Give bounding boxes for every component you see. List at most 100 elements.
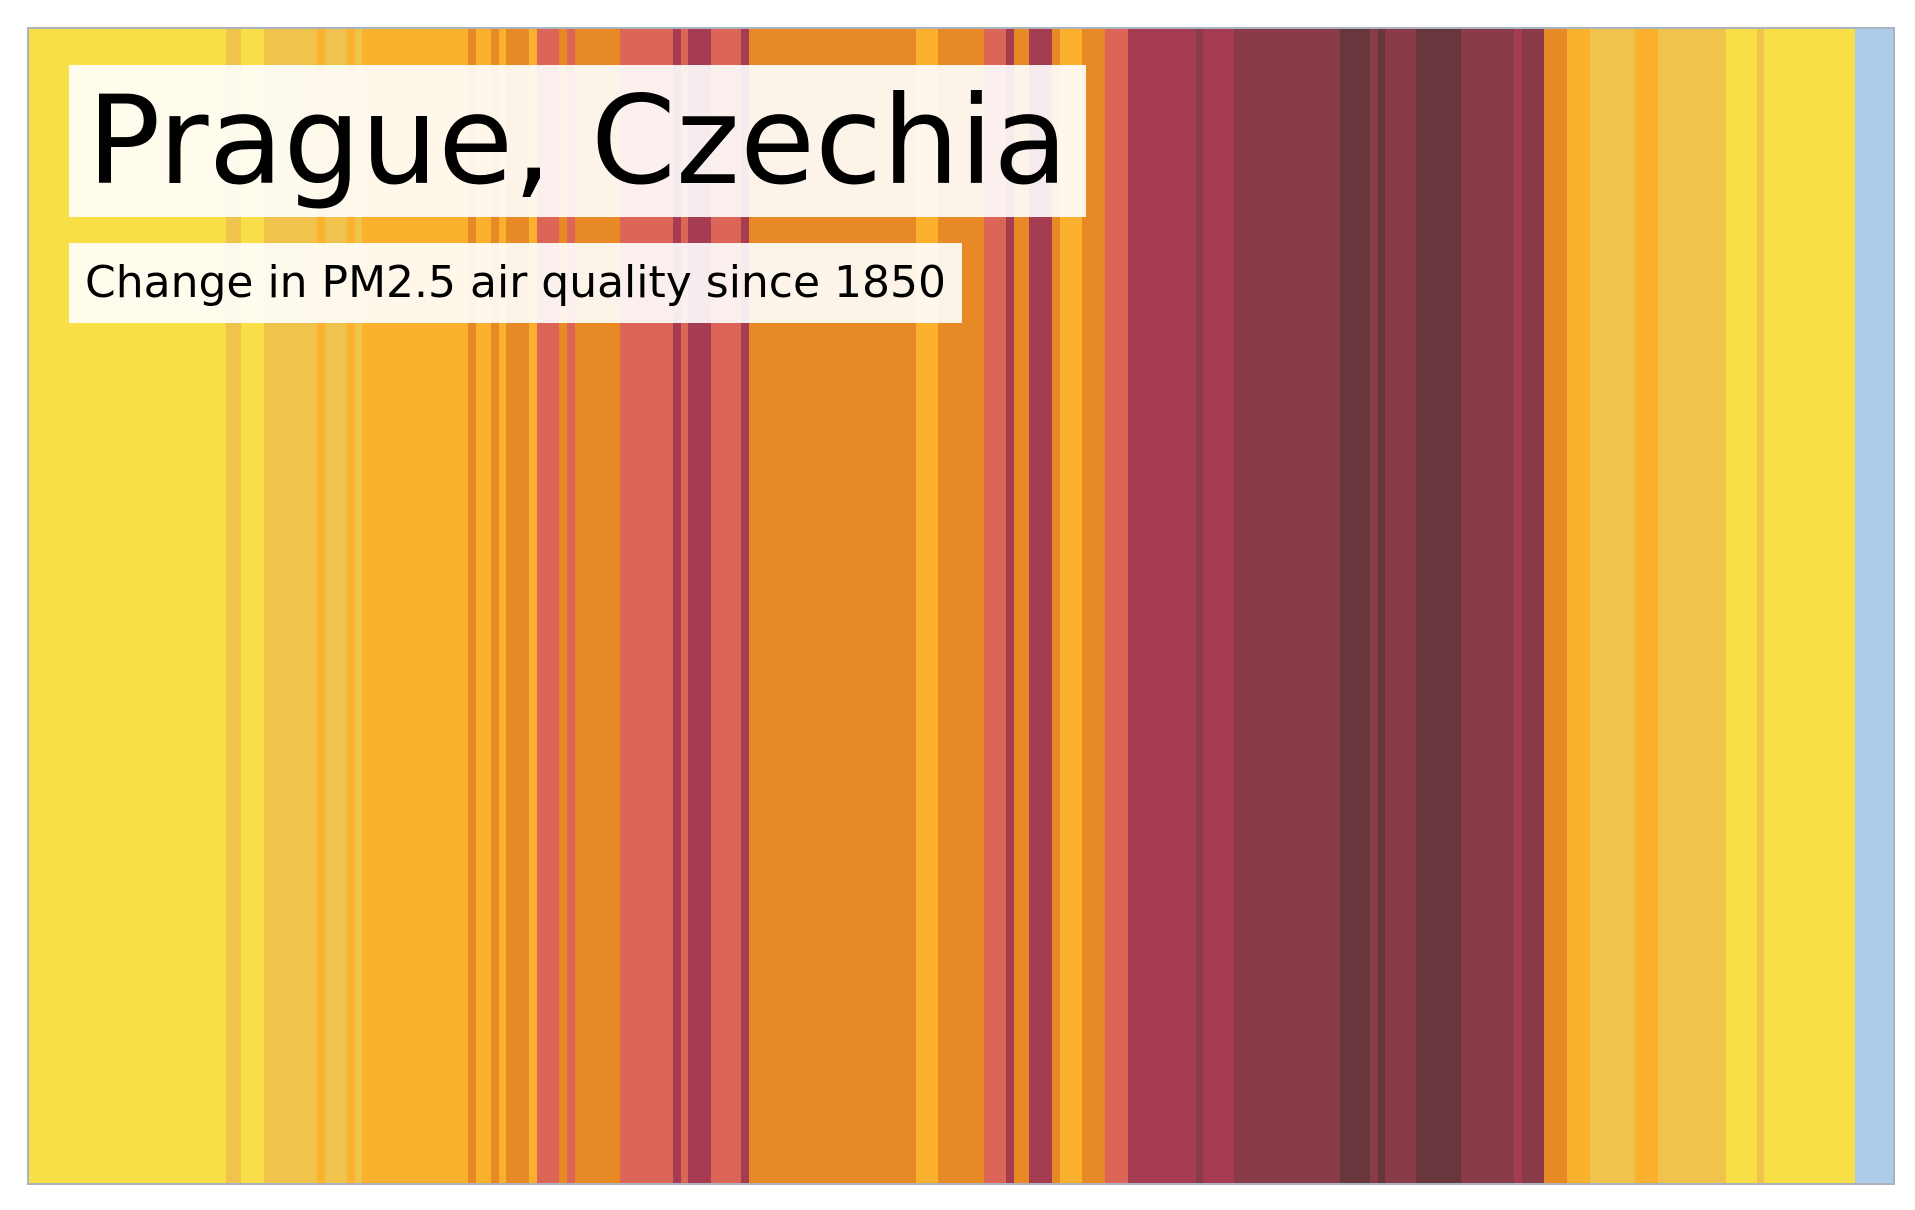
stripe-1981	[1022, 29, 1030, 1183]
stripe-1893	[355, 29, 363, 1183]
stripe-2014	[1272, 29, 1280, 1183]
stripe-1936	[681, 29, 689, 1183]
stripe-2038	[1454, 29, 1462, 1183]
stripe-2081	[1779, 29, 1788, 1183]
stripe-1916	[529, 29, 538, 1183]
stripe-2018	[1302, 29, 1311, 1183]
stripe-2000	[1166, 29, 1174, 1183]
stripe-1986	[1060, 29, 1068, 1183]
stripe-1869	[173, 29, 182, 1183]
stripe-1882	[271, 29, 280, 1183]
stripe-1964	[893, 29, 901, 1183]
stripe-2012	[1257, 29, 1265, 1183]
stripe-2095	[1885, 29, 1893, 1183]
stripe-1909	[476, 29, 485, 1183]
stripe-1955	[825, 29, 833, 1183]
stripe-1883	[279, 29, 288, 1183]
stripe-1897	[385, 29, 394, 1183]
stripe-2040	[1469, 29, 1477, 1183]
stripe-2051	[1552, 29, 1561, 1183]
stripe-2026	[1363, 29, 1371, 1183]
stripe-1982	[1029, 29, 1038, 1183]
stripe-1862	[120, 29, 129, 1183]
stripe-2016	[1287, 29, 1295, 1183]
stripe-1954	[817, 29, 826, 1183]
stripe-1957	[840, 29, 848, 1183]
stripe-2084	[1802, 29, 1811, 1183]
stripe-1881	[264, 29, 272, 1183]
stripe-1933	[658, 29, 666, 1183]
stripe-1890	[332, 29, 341, 1183]
stripe-1994	[1120, 29, 1129, 1183]
stripe-1871	[188, 29, 197, 1183]
stripe-2048	[1529, 29, 1538, 1183]
stripe-2001	[1173, 29, 1182, 1183]
stripe-2043	[1491, 29, 1500, 1183]
stripe-1968	[923, 29, 932, 1183]
stripe-1912	[499, 29, 507, 1183]
stripe-1925	[597, 29, 606, 1183]
stripe-1911	[491, 29, 500, 1183]
stripe-1973	[961, 29, 970, 1183]
stripe-2062	[1635, 29, 1644, 1183]
stripe-2009	[1234, 29, 1242, 1183]
stripe-2075	[1734, 29, 1742, 1183]
stripe-1990	[1090, 29, 1098, 1183]
stripe-2072	[1711, 29, 1720, 1183]
stripe-1898	[393, 29, 401, 1183]
chart-title: Prague, Czechia	[69, 65, 1087, 217]
stripe-1929	[628, 29, 636, 1183]
stripe-1991	[1097, 29, 1106, 1183]
stripe-2042	[1484, 29, 1492, 1183]
stripe-2074	[1726, 29, 1735, 1183]
stripe-2019	[1310, 29, 1318, 1183]
stripe-2028	[1378, 29, 1386, 1183]
stripe-1887	[309, 29, 318, 1183]
stripe-1996	[1135, 29, 1144, 1183]
stripe-1868	[165, 29, 174, 1183]
stripe-1993	[1113, 29, 1121, 1183]
stripe-2055	[1582, 29, 1591, 1183]
stripe-1939	[703, 29, 712, 1183]
stripe-1900	[408, 29, 416, 1183]
stripe-1969	[931, 29, 939, 1183]
stripe-1886	[302, 29, 310, 1183]
stripe-2080	[1772, 29, 1780, 1183]
stripe-2030	[1393, 29, 1401, 1183]
stripe-1863	[128, 29, 136, 1183]
stripe-1962	[878, 29, 886, 1183]
stripe-1919	[552, 29, 560, 1183]
stripe-1928	[620, 29, 629, 1183]
stripe-1946	[756, 29, 765, 1183]
stripe-2079	[1764, 29, 1773, 1183]
stripe-1949	[779, 29, 788, 1183]
stripe-1998	[1150, 29, 1159, 1183]
stripe-2063	[1643, 29, 1652, 1183]
stripe-1975	[976, 29, 985, 1183]
stripe-1989	[1082, 29, 1091, 1183]
stripe-2076	[1741, 29, 1750, 1183]
stripe-1972	[953, 29, 962, 1183]
stripe-1978	[999, 29, 1007, 1183]
stripe-2057	[1597, 29, 1606, 1183]
stripe-2069	[1688, 29, 1697, 1183]
stripe-1943	[734, 29, 742, 1183]
stripe-1885	[294, 29, 303, 1183]
stripe-1979	[1006, 29, 1015, 1183]
stripe-2090	[1848, 29, 1856, 1183]
stripe-2089	[1840, 29, 1849, 1183]
stripe-1861	[112, 29, 121, 1183]
stripe-1971	[946, 29, 954, 1183]
stripe-2006	[1211, 29, 1220, 1183]
stripe-2024	[1347, 29, 1356, 1183]
stripe-1921	[567, 29, 576, 1183]
stripe-1899	[400, 29, 409, 1183]
stripe-2034	[1423, 29, 1432, 1183]
stripe-1874	[211, 29, 219, 1183]
stripe-1915	[522, 29, 530, 1183]
stripe-1905	[446, 29, 454, 1183]
stripe-1895	[370, 29, 379, 1183]
stripe-1854	[59, 29, 68, 1183]
stripe-1906	[453, 29, 462, 1183]
stripe-1856	[74, 29, 83, 1183]
